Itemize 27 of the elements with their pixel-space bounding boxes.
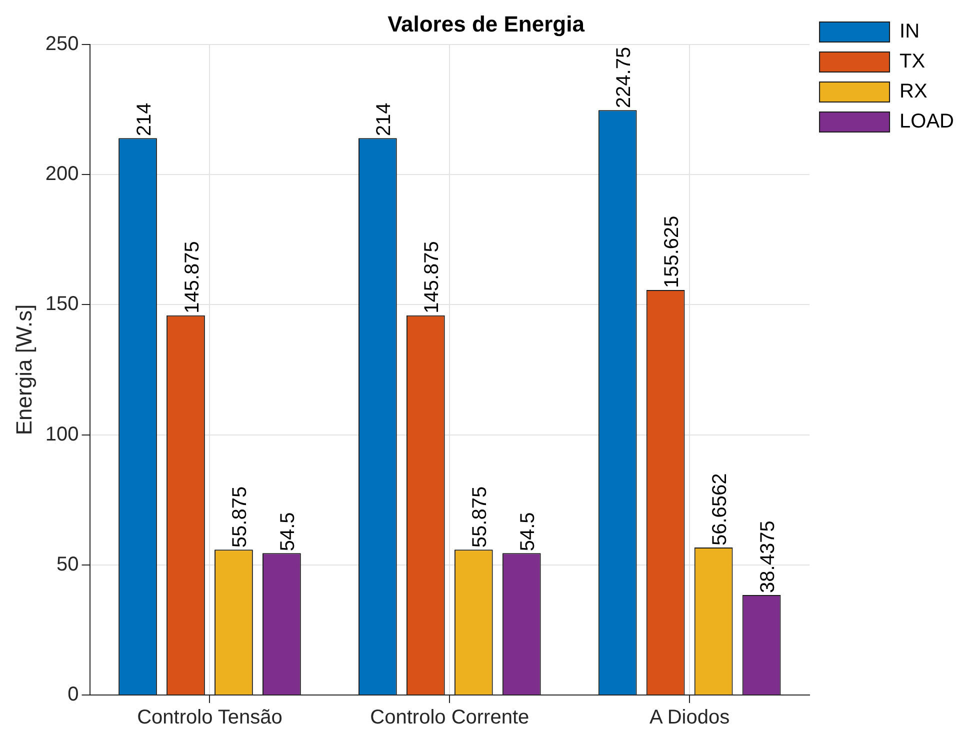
data-label: 145.875: [181, 241, 204, 314]
x-tick-label: Controlo Tensão: [137, 706, 282, 729]
y-axis-title: Energia [W.s]: [11, 304, 36, 436]
legend-label: IN: [900, 20, 920, 43]
data-label: 224.75: [613, 46, 636, 108]
data-label: 55.875: [229, 486, 252, 548]
y-tick-label: 200: [45, 163, 79, 186]
y-tick-label: 250: [45, 32, 79, 55]
legend-label: TX: [900, 50, 926, 73]
x-tick-label: A Diodos: [650, 706, 730, 729]
data-label: 155.625: [661, 216, 684, 288]
data-label: 54.5: [277, 512, 300, 552]
y-tick-label: 0: [68, 684, 79, 706]
data-label: 55.875: [469, 486, 492, 548]
legend-label: LOAD: [900, 110, 954, 133]
chart-title: Valores de Energia: [388, 11, 586, 36]
y-tick-label: 50: [56, 553, 79, 576]
data-label: 38.4375: [757, 520, 780, 593]
data-label: 214: [133, 102, 156, 136]
data-label: 145.875: [421, 241, 444, 314]
legend-label: RX: [900, 80, 928, 103]
y-tick-label: 150: [45, 293, 79, 316]
y-tick-label: 100: [45, 423, 79, 446]
x-tick-label: Controlo Corrente: [370, 706, 530, 729]
data-label: 56.6562: [709, 473, 732, 546]
data-label: 54.5: [517, 512, 540, 552]
data-label: 214: [373, 102, 396, 136]
